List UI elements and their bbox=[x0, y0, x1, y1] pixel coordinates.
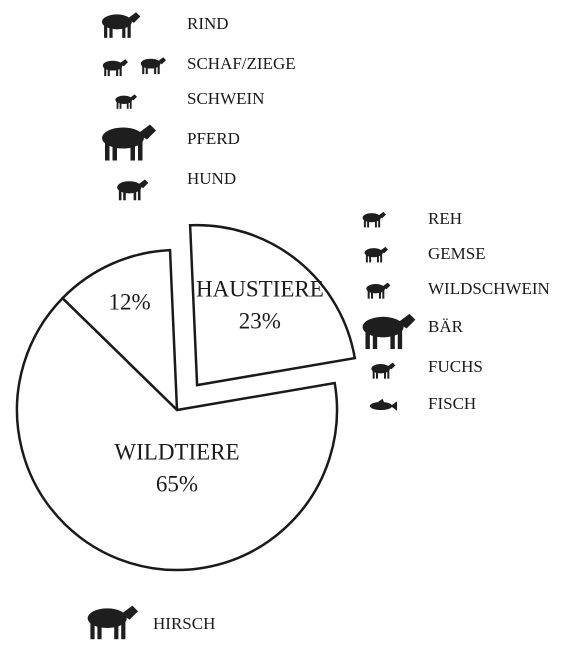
icon-hund bbox=[117, 179, 149, 201]
pie-slice bbox=[60, 248, 179, 414]
icon-rind bbox=[101, 12, 141, 38]
icon-baer bbox=[362, 313, 416, 350]
animal-label: SCHWEIN bbox=[187, 89, 264, 108]
icon-reh bbox=[362, 211, 386, 228]
icon-gemse bbox=[364, 246, 388, 263]
animal-label: BÄR bbox=[428, 317, 464, 336]
animal-label: SCHAF/ZIEGE bbox=[187, 54, 296, 73]
animal-label: FUCHS bbox=[428, 357, 483, 376]
icon-wildschwein bbox=[366, 282, 391, 299]
slice-label: HAUSTIERE bbox=[196, 277, 324, 302]
animal-label: HUND bbox=[187, 169, 236, 188]
pie-slice bbox=[188, 223, 357, 387]
icon-ziege bbox=[140, 57, 166, 75]
icon-schaf bbox=[102, 59, 128, 77]
icon-pferd bbox=[102, 124, 156, 161]
pie: HAUSTIERE 23% 12% WILDTIERE 65% bbox=[15, 223, 357, 572]
icon-fisch bbox=[369, 398, 397, 411]
animal-label: REH bbox=[428, 209, 462, 228]
animal-label: HIRSCH bbox=[153, 614, 215, 633]
slice-value-label: 23% bbox=[239, 309, 281, 334]
icon-fuchs bbox=[371, 362, 396, 379]
icon-hirsch bbox=[87, 605, 138, 640]
animal-label: FISCH bbox=[428, 394, 476, 413]
animal-label: WILDSCHWEIN bbox=[428, 279, 550, 298]
animal-label: PFERD bbox=[187, 129, 240, 148]
animal-label: RIND bbox=[187, 14, 229, 33]
animal-label: GEMSE bbox=[428, 244, 486, 263]
slice-value-label: 12% bbox=[109, 289, 151, 314]
slice-label: WILDTIERE bbox=[114, 439, 239, 464]
icon-schwein bbox=[115, 94, 137, 109]
slice-value-label: 65% bbox=[156, 471, 198, 496]
pie-slice bbox=[15, 296, 339, 572]
